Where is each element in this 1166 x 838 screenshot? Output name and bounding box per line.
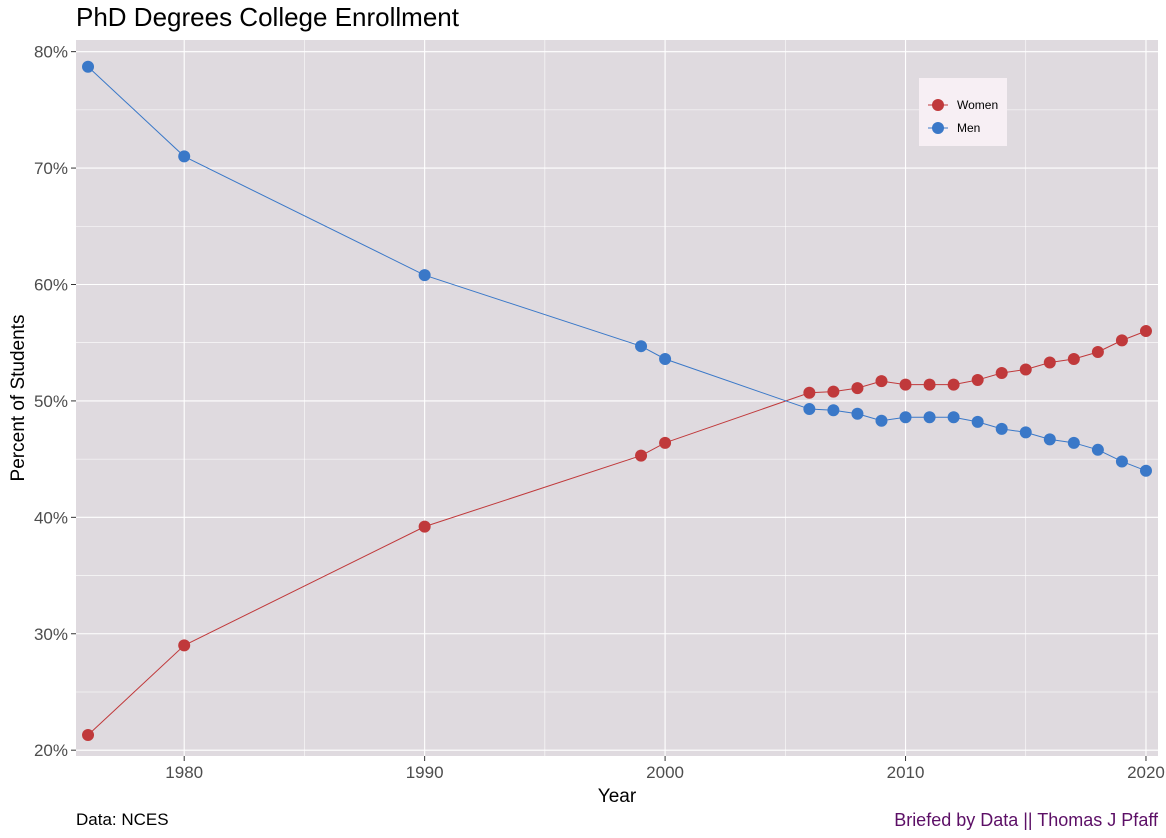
women-data-point (899, 378, 912, 391)
legend-women-label: Women (957, 98, 998, 112)
plot-panel (76, 40, 1158, 756)
women-data-point (827, 385, 840, 398)
men-data-point (1139, 464, 1152, 477)
women-data-point (1067, 352, 1080, 365)
men-data-point (899, 411, 912, 424)
men-data-point (923, 411, 936, 424)
women-data-point (971, 373, 984, 386)
legend-box (919, 78, 1007, 146)
credit-caption: Briefed by Data || Thomas J Pfaff (894, 810, 1158, 830)
women-data-point (1115, 334, 1128, 347)
series-points (82, 60, 1152, 742)
legend-women-marker (932, 99, 944, 111)
x-tick-label: 2020 (1127, 763, 1165, 782)
women-data-point (947, 378, 960, 391)
men-data-point (82, 60, 95, 73)
women-data-point (178, 639, 191, 652)
major-gridlines (76, 40, 1158, 756)
y-tick-label: 30% (34, 625, 68, 644)
women-data-point (635, 449, 648, 462)
men-data-point (178, 150, 191, 163)
men-data-point (875, 414, 888, 427)
y-tick-label: 80% (34, 43, 68, 62)
x-tick-label: 2000 (646, 763, 684, 782)
men-data-point (851, 407, 864, 420)
x-tick-label: 1990 (406, 763, 444, 782)
women-data-point (1139, 325, 1152, 338)
men-data-point (635, 340, 648, 353)
women-data-point (82, 729, 95, 742)
men-data-point (971, 415, 984, 428)
women-data-point (1043, 356, 1056, 369)
legend-men-label: Men (957, 121, 980, 135)
women-data-point (851, 382, 864, 395)
men-data-point (947, 411, 960, 424)
y-tick-label: 20% (34, 741, 68, 760)
men-data-point (995, 422, 1008, 435)
men-data-point (803, 403, 816, 416)
legend: Women Men (919, 78, 1007, 146)
women-data-point (923, 378, 936, 391)
men-data-point (1091, 443, 1104, 456)
women-data-point (1019, 363, 1032, 376)
men-data-point (1115, 455, 1128, 468)
y-tick-label: 70% (34, 159, 68, 178)
y-axis: 20% 30% 40% 50% 60% 70% 80% (34, 43, 76, 760)
y-tick-label: 40% (34, 508, 68, 527)
women-data-point (995, 366, 1008, 379)
x-axis-title: Year (598, 786, 637, 807)
men-data-point (418, 269, 431, 282)
women-data-point (418, 520, 431, 533)
data-source-caption: Data: NCES (76, 810, 169, 829)
x-tick-label: 1980 (165, 763, 203, 782)
men-data-point (659, 352, 672, 365)
women-data-point (1091, 346, 1104, 359)
women-data-point (659, 436, 672, 449)
y-tick-label: 50% (34, 392, 68, 411)
women-data-point (803, 386, 816, 399)
men-data-point (1067, 436, 1080, 449)
x-tick-label: 2010 (887, 763, 925, 782)
men-data-point (827, 404, 840, 417)
y-tick-label: 60% (34, 275, 68, 294)
chart-title: PhD Degrees College Enrollment (76, 2, 459, 32)
legend-men-marker (932, 122, 944, 134)
women-data-point (875, 375, 888, 388)
y-axis-title: Percent of Students (8, 315, 29, 482)
men-data-point (1043, 433, 1056, 446)
men-data-point (1019, 426, 1032, 439)
x-axis: 1980 1990 2000 2010 2020 (165, 756, 1165, 782)
